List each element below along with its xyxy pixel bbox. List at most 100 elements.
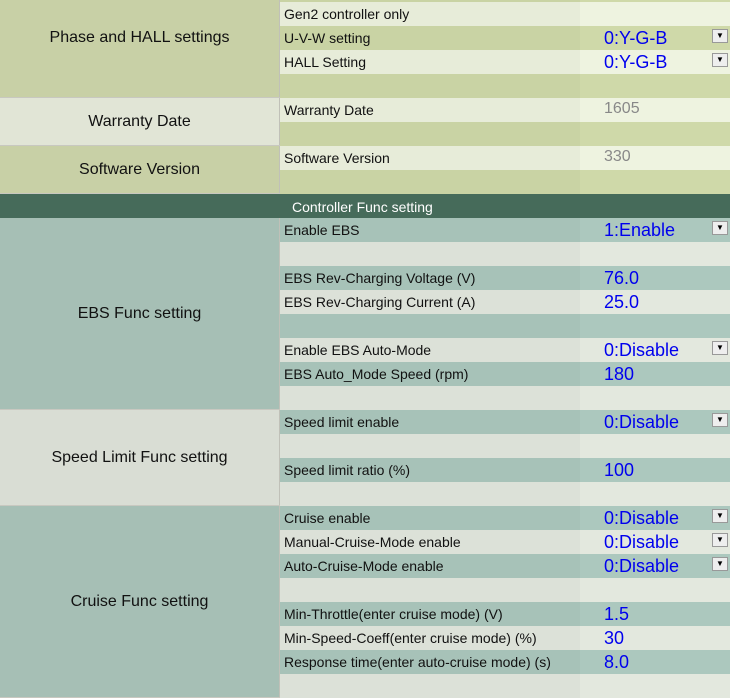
setting-select[interactable]: 0:Disable <box>604 556 680 576</box>
setting-select[interactable]: 0:Disable <box>604 340 680 360</box>
setting-row <box>280 482 730 506</box>
setting-label: Warranty Date <box>284 102 374 118</box>
setting-label: Cruise enable <box>284 510 371 526</box>
value-cell <box>580 74 730 98</box>
settings-group: Cruise Func setting Cruise enable 0:Disabl… <box>0 506 730 698</box>
section-header: Controller Func setting <box>0 194 730 218</box>
setting-row: EBS Rev-Charging Voltage (V) 76.0 <box>280 266 730 290</box>
value-cell <box>580 314 730 338</box>
dropdown-arrow-icon[interactable]: ▼ <box>712 53 728 67</box>
value-cell[interactable] <box>580 338 730 362</box>
dropdown-arrow-icon[interactable]: ▼ <box>712 221 728 235</box>
value-cell <box>580 0 730 2</box>
value-cell[interactable] <box>580 506 730 530</box>
setting-row: Software Version 330 <box>280 146 730 170</box>
value-cell[interactable] <box>580 530 730 554</box>
setting-label: EBS Rev-Charging Voltage (V) <box>284 270 476 286</box>
value-cell[interactable] <box>580 650 730 674</box>
section-header-label: Controller Func setting <box>292 199 433 215</box>
setting-row: Gen2 controller only <box>280 2 730 26</box>
setting-row: Enable EBS 1:Enable ▼ <box>280 218 730 242</box>
setting-row: Response time(enter auto-cruise mode) (s… <box>280 650 730 674</box>
value-cell <box>580 98 730 122</box>
value-cell <box>580 578 730 602</box>
settings-group: Warranty Date Warranty Date 1605 <box>0 98 730 146</box>
setting-label: Enable EBS <box>284 222 360 238</box>
setting-row: Cruise enable 0:Disable ▼ <box>280 506 730 530</box>
setting-value[interactable]: 76.0 <box>604 268 640 288</box>
setting-row <box>280 386 730 410</box>
value-cell[interactable] <box>580 290 730 314</box>
setting-value[interactable]: 25.0 <box>604 292 640 312</box>
dropdown-arrow-icon[interactable]: ▼ <box>712 509 728 523</box>
setting-value[interactable]: 180 <box>604 364 635 384</box>
value-cell[interactable] <box>580 626 730 650</box>
setting-label: Min-Throttle(enter cruise mode) (V) <box>284 606 503 622</box>
dropdown-arrow-icon[interactable]: ▼ <box>712 413 728 427</box>
setting-row: Manual-Cruise-Mode enable 0:Disable ▼ <box>280 530 730 554</box>
setting-value[interactable]: 30 <box>604 628 625 648</box>
value-cell <box>580 242 730 266</box>
setting-row <box>280 434 730 458</box>
setting-select[interactable]: 1:Enable <box>604 220 676 240</box>
setting-row: HALL Setting 0:Y-G-B ▼ <box>280 50 730 74</box>
setting-row: EBS Auto_Mode Speed (rpm) 180 <box>280 362 730 386</box>
dropdown-arrow-icon[interactable]: ▼ <box>712 341 728 355</box>
setting-select[interactable]: 0:Disable <box>604 532 680 552</box>
dropdown-arrow-icon[interactable]: ▼ <box>712 533 728 547</box>
setting-row <box>280 122 730 146</box>
setting-value[interactable]: 1.5 <box>604 604 630 624</box>
group-title: Speed Limit Func setting <box>0 410 280 505</box>
setting-label: Auto-Cruise-Mode enable <box>284 558 444 574</box>
group-title: Warranty Date <box>0 98 280 145</box>
settings-group: Phase and HALL settings Gen2 controller o… <box>0 0 730 98</box>
settings-group: EBS Func setting Enable EBS 1:Enable ▼ EBS R… <box>0 218 730 410</box>
value-cell <box>580 170 730 194</box>
dropdown-arrow-icon[interactable]: ▼ <box>712 557 728 571</box>
setting-label: Response time(enter auto-cruise mode) (s… <box>284 654 551 670</box>
value-cell[interactable] <box>580 554 730 578</box>
settings-group: Software Version Software Version 330 <box>0 146 730 194</box>
setting-label: Gen2 controller only <box>284 6 410 22</box>
setting-row: Speed limit ratio (%) 100 <box>280 458 730 482</box>
setting-label: Software Version <box>284 150 390 166</box>
setting-select[interactable]: 0:Disable <box>604 412 680 432</box>
value-cell <box>580 674 730 698</box>
dropdown-arrow-icon[interactable]: ▼ <box>712 29 728 43</box>
value-cell[interactable] <box>580 362 730 386</box>
settings-group: Speed Limit Func setting Speed limit enab… <box>0 410 730 506</box>
setting-row: Auto-Cruise-Mode enable 0:Disable ▼ <box>280 554 730 578</box>
value-cell[interactable] <box>580 26 730 50</box>
setting-label: Enable EBS Auto-Mode <box>284 342 432 358</box>
setting-label: Manual-Cruise-Mode enable <box>284 534 461 550</box>
value-cell <box>580 434 730 458</box>
value-cell[interactable] <box>580 410 730 434</box>
value-cell <box>580 2 730 26</box>
value-cell <box>580 386 730 410</box>
setting-select[interactable]: 0:Disable <box>604 508 680 528</box>
setting-row <box>280 170 730 194</box>
setting-row <box>280 74 730 98</box>
setting-row: Enable EBS Auto-Mode 0:Disable ▼ <box>280 338 730 362</box>
setting-row <box>280 578 730 602</box>
value-cell[interactable] <box>580 458 730 482</box>
setting-select[interactable]: 0:Y-G-B <box>604 28 668 48</box>
value-cell <box>580 146 730 170</box>
group-title: Phase and HALL settings <box>0 0 280 97</box>
setting-label: HALL Setting <box>284 54 366 70</box>
value-cell[interactable] <box>580 602 730 626</box>
value-cell[interactable] <box>580 266 730 290</box>
setting-select[interactable]: 0:Y-G-B <box>604 52 668 72</box>
group-title: EBS Func setting <box>0 218 280 409</box>
setting-row <box>280 314 730 338</box>
value-cell <box>580 122 730 146</box>
value-cell <box>580 482 730 506</box>
value-cell[interactable] <box>580 50 730 74</box>
setting-row: Min-Speed-Coeff(enter cruise mode) (%) 30 <box>280 626 730 650</box>
setting-row: Warranty Date 1605 <box>280 98 730 122</box>
setting-row: Speed limit enable 0:Disable ▼ <box>280 410 730 434</box>
setting-value[interactable]: 8.0 <box>604 652 630 672</box>
value-cell[interactable] <box>580 218 730 242</box>
setting-label: EBS Rev-Charging Current (A) <box>284 294 476 310</box>
setting-value[interactable]: 100 <box>604 460 635 480</box>
